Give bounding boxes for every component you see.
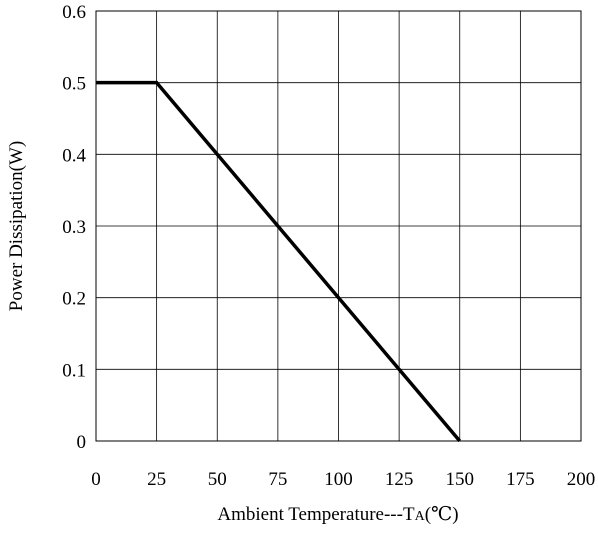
x-axis-ticks: 0 25 50 75 100 125 150 175 200 <box>91 469 595 490</box>
y-axis-label: Power Dissipation(W) <box>6 141 27 311</box>
x-tick-label: 0 <box>91 469 101 490</box>
y-tick-label: 0.3 <box>62 217 86 238</box>
y-tick-label: 0.5 <box>62 74 86 95</box>
x-axis-label-unit: (℃) <box>425 504 459 525</box>
grid <box>95 10 582 442</box>
x-axis-label: Ambient Temperature---TA(℃) <box>217 504 458 525</box>
x-tick-label: 50 <box>208 469 227 490</box>
y-tick-label: 0.1 <box>62 360 86 381</box>
x-tick-label: 75 <box>268 469 287 490</box>
plot-frame <box>95 10 582 442</box>
y-tick-label: 0.4 <box>62 145 86 166</box>
x-tick-label: 100 <box>324 469 353 490</box>
x-axis-label-subscript: A <box>415 509 426 524</box>
x-tick-label: 200 <box>567 469 596 490</box>
x-tick-label: 25 <box>147 469 166 490</box>
y-tick-label: 0.2 <box>62 289 86 310</box>
x-tick-label: 125 <box>385 469 414 490</box>
y-axis-ticks: 0 0.1 0.2 0.3 0.4 0.5 0.6 <box>62 2 86 453</box>
series-group <box>96 80 462 443</box>
x-tick-label: 150 <box>446 469 475 490</box>
y-tick-label: 0 <box>77 432 87 453</box>
x-axis-label-main: Ambient Temperature---T <box>217 504 415 525</box>
x-tick-label: 175 <box>506 469 535 490</box>
y-tick-label: 0.6 <box>62 2 86 23</box>
series-line <box>96 80 462 443</box>
